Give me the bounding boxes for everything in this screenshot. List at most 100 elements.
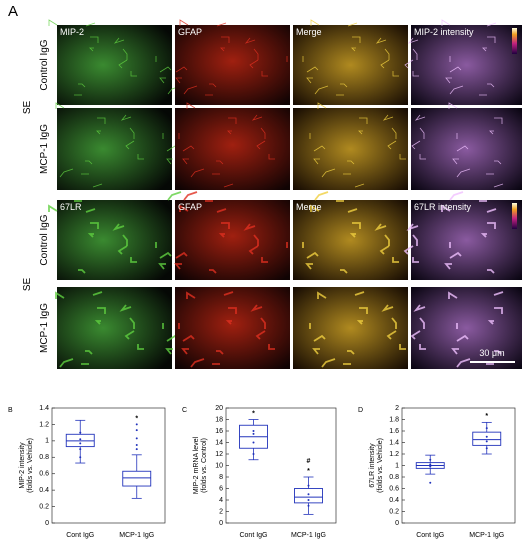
cell-process (225, 320, 232, 325)
y-tick-label: 2 (395, 405, 399, 412)
cell-process (314, 85, 329, 95)
y-tick-label: 0.6 (39, 471, 49, 478)
column-label: MIP-2 (60, 27, 84, 37)
cell-process (494, 350, 502, 355)
cell-process (480, 233, 487, 238)
cell-process (449, 191, 464, 201)
y-tick-label: 18 (215, 416, 223, 423)
y-axis-label: (folds vs. Vehicle) (377, 438, 384, 493)
column-label: 67LR (60, 202, 82, 212)
cell-process (221, 222, 230, 229)
cell-process (306, 66, 319, 73)
cell-process (494, 160, 502, 165)
cell-process (59, 168, 74, 178)
cell-process (221, 36, 230, 43)
cell-process (130, 71, 137, 77)
cell-process (94, 320, 101, 325)
cell-process (359, 117, 368, 124)
significance-mark: # (307, 458, 311, 465)
cell-process (482, 47, 487, 52)
data-point (485, 435, 488, 438)
cell-process (182, 334, 195, 342)
cell-process (445, 77, 452, 84)
data-point (135, 443, 138, 446)
cell-process (175, 66, 188, 73)
data-point (79, 456, 82, 459)
data-point (307, 493, 310, 496)
y-axis-label: MIP-2 intensity (19, 442, 26, 489)
y-tick-label: 1 (395, 462, 399, 469)
micrograph (411, 200, 522, 280)
cell-process (159, 66, 172, 73)
cell-process (487, 83, 495, 88)
cell-process (411, 140, 421, 150)
cell-process (419, 127, 425, 139)
cell-process (85, 160, 93, 165)
cell-process (112, 223, 125, 231)
cell-process (412, 48, 418, 60)
y-tick-label: 12 (215, 451, 223, 458)
y-tick-label: 10 (215, 462, 223, 469)
cell-process (78, 269, 86, 274)
row-label: MCP-1 IgG (39, 303, 50, 353)
cell-process (356, 320, 363, 325)
y-tick-label: 0.2 (39, 503, 49, 510)
data-point (79, 442, 82, 445)
cell-process (441, 19, 451, 26)
micrograph (175, 25, 290, 105)
cell-process (456, 145, 469, 152)
cell-process (314, 191, 329, 201)
cell-process (90, 222, 99, 229)
y-tick-label: 0.4 (389, 497, 399, 504)
y-tick-label: 20 (215, 405, 223, 412)
cell-process (182, 145, 195, 152)
row-label: MCP-1 IgG (39, 124, 50, 174)
row-label: Control IgG (39, 214, 50, 265)
column-label: 67LR intensity (414, 202, 472, 212)
cell-process (392, 257, 399, 263)
y-tick-label: 1 (45, 438, 49, 445)
data-point (252, 432, 255, 435)
cell-process (441, 204, 451, 212)
cell-process (120, 114, 132, 121)
y-tick-label: 8 (219, 474, 223, 481)
y-axis-label: MIP-2 mRNA level (193, 436, 200, 494)
cell-process (250, 304, 263, 312)
cell-process (391, 127, 397, 139)
cell-process (183, 191, 198, 201)
cell-process (260, 317, 266, 329)
cell-process (117, 245, 128, 255)
cell-process (352, 222, 361, 229)
cell-process (97, 117, 106, 124)
data-point (429, 458, 432, 461)
cell-process (384, 234, 390, 246)
data-point (79, 448, 82, 451)
cell-process (305, 263, 313, 270)
cell-process (494, 117, 503, 124)
y-tick-label: 1.6 (389, 428, 399, 435)
cell-process (374, 223, 387, 231)
plot: D 67LR intensity (folds vs. Vehicle) 0 0.2 0.… (358, 405, 516, 539)
cell-process (268, 344, 275, 350)
micrograph (411, 108, 522, 190)
cell-process (358, 130, 363, 135)
box (294, 488, 323, 504)
cell-process (129, 127, 135, 139)
cell-process (137, 154, 144, 160)
cell-process (268, 154, 275, 160)
cell-process (85, 208, 96, 213)
cell-process (228, 307, 237, 314)
column-label: Merge (296, 27, 322, 37)
cell-process (190, 358, 205, 368)
y-axis-label: (folds vs. Vehicle) (27, 438, 34, 493)
cell-process (317, 291, 327, 299)
panel-label: A (8, 3, 18, 20)
cell-process (55, 291, 65, 299)
cell-process (359, 307, 368, 314)
cell-process (452, 158, 459, 165)
y-tick-label: 0 (45, 520, 49, 527)
cell-process (313, 145, 326, 152)
data-point (135, 437, 138, 440)
cell-process (310, 204, 320, 212)
